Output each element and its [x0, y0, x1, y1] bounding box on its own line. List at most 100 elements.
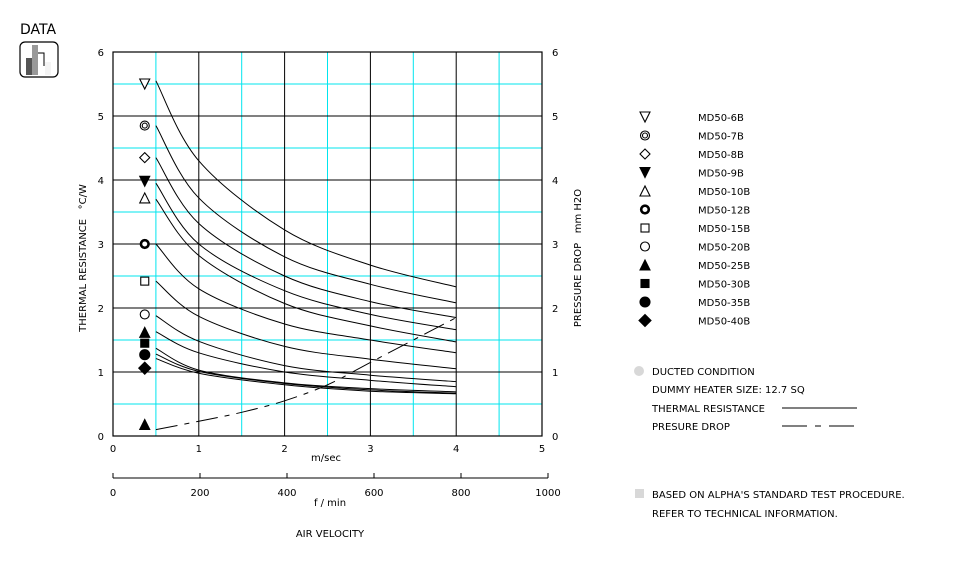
curve-md50-35b: [155, 353, 457, 394]
note-condition: DUCTED CONDITION: [652, 367, 755, 378]
curve-md50-10b: [155, 198, 457, 343]
legend-item: MD50-40B: [638, 313, 750, 328]
y-tick-label: 4: [98, 176, 104, 187]
legend-item: MD50-8B: [639, 148, 744, 161]
y-axis-label: THERMAL RESISTANCE °C/W: [78, 184, 89, 333]
x2-tick-label: 0: [110, 488, 116, 499]
note-thermal-label: THERMAL RESISTANCE: [651, 404, 765, 415]
y2-tick-label: 5: [552, 112, 558, 123]
diamond-icon: [639, 148, 651, 160]
x-axis-title: AIR VELOCITY: [296, 529, 365, 540]
marker-md50-9b: [138, 175, 151, 188]
legend-label: MD50-8B: [698, 150, 744, 161]
legend-marker: [639, 204, 651, 215]
x2-tick-label: 200: [190, 488, 209, 499]
legend-marker: [639, 184, 651, 197]
marker-md50-15b: [140, 276, 150, 286]
x2-tick-label: 600: [364, 488, 383, 499]
x-tick-label: 1: [196, 444, 202, 455]
triangle-up-filled-icon: [138, 418, 151, 431]
marker-md50-25b: [138, 326, 151, 338]
legend-label: MD50-12B: [698, 206, 750, 217]
x-tick-label: 3: [367, 444, 373, 455]
thick-ring-icon: [639, 204, 651, 215]
plot-frame: [112, 51, 543, 437]
curves: [155, 80, 457, 431]
legend-marker: [638, 313, 652, 328]
curve-md50-15b: [155, 280, 457, 370]
circle-icon: [639, 241, 651, 252]
legend-marker: [639, 296, 651, 308]
square-icon: [140, 276, 150, 286]
marker-md50-8b: [138, 151, 151, 164]
circle-inner-icon: [141, 122, 148, 129]
marker-pressure-drop: [138, 418, 151, 431]
y-tick-label: 2: [98, 304, 104, 315]
thick-ring-icon: [139, 238, 150, 250]
curve-md50-25b: [155, 331, 457, 388]
diamond-icon: [138, 151, 151, 164]
legend-item: MD50-10B: [639, 184, 750, 198]
footer-bullet-icon: [635, 489, 644, 498]
legend-marker: [639, 258, 651, 271]
x-tick-label: 0: [110, 444, 116, 455]
note-pressure-label: PRESURE DROP: [652, 422, 730, 433]
marker-md50-20b: [139, 309, 150, 320]
curve-md50-30b: [155, 347, 457, 393]
note-bullet-icon: [634, 366, 644, 376]
triangle-down-icon: [639, 111, 651, 124]
notes: DUCTED CONDITION DUMMY HEATER SIZE: 12.7…: [634, 366, 905, 520]
circle-outer-icon: [639, 130, 651, 141]
square-filled-icon: [140, 338, 150, 348]
triangle-up-icon: [138, 191, 151, 204]
legend-item: MD50-7B: [639, 130, 744, 143]
legend-item: MD50-35B: [639, 296, 750, 309]
x2-tick-label: 800: [451, 488, 470, 499]
logo-bar-mid: [32, 45, 38, 75]
logo-label: DATA: [20, 22, 56, 38]
marker-md50-35b: [139, 349, 151, 361]
circle-filled-icon: [139, 349, 151, 361]
marker-md50-12b: [139, 238, 150, 250]
legend-label: MD50-35B: [698, 298, 750, 309]
y2-tick-label: 3: [552, 240, 558, 251]
marker-md50-7b: [139, 120, 150, 131]
curve-pressure-drop: [155, 317, 457, 431]
triangle-down-filled-icon: [639, 166, 651, 179]
legend-item: MD50-25B: [639, 258, 750, 272]
data-logo: DATA: [19, 22, 59, 78]
x-tick-label: 5: [539, 444, 545, 455]
triangle-up-icon: [639, 184, 651, 197]
legend-label: MD50-7B: [698, 132, 744, 143]
circle-outer-icon: [139, 120, 150, 131]
logo-bar-dark: [26, 58, 32, 75]
curve-md50-8b: [155, 157, 457, 319]
legend-label: MD50-6B: [698, 113, 744, 124]
square-filled-icon: [640, 278, 650, 289]
curve-md50-40b: [155, 358, 457, 395]
legend-marker: [639, 148, 651, 160]
triangle-up-filled-icon: [639, 258, 651, 271]
x-tick-label: 4: [453, 444, 459, 455]
circle-filled-icon: [639, 296, 651, 308]
curve-md50-7b: [155, 125, 457, 304]
y-tick-label: 5: [98, 112, 104, 123]
legend-label: MD50-10B: [698, 187, 750, 198]
legend: MD50-6B MD50-7B MD50-8B MD50-9B MD50-10B MD50…: [638, 111, 750, 328]
y-tick-label: 3: [98, 240, 104, 251]
curve-md50-12b: [155, 243, 457, 354]
y2-tick-label: 1: [552, 368, 558, 379]
marker-md50-10b: [138, 191, 151, 204]
diamond-filled-icon: [137, 361, 152, 375]
square-icon: [640, 223, 650, 233]
y2-tick-label: 6: [552, 48, 558, 59]
footer-line-1: BASED ON ALPHA'S STANDARD TEST PROCEDURE…: [652, 490, 905, 501]
marker-md50-6b: [138, 78, 151, 91]
legend-label: MD50-40B: [698, 317, 750, 328]
legend-label: MD50-20B: [698, 243, 750, 254]
legend-label: MD50-25B: [698, 261, 750, 272]
triangle-up-filled-icon: [138, 326, 151, 338]
legend-label: MD50-9B: [698, 169, 744, 180]
